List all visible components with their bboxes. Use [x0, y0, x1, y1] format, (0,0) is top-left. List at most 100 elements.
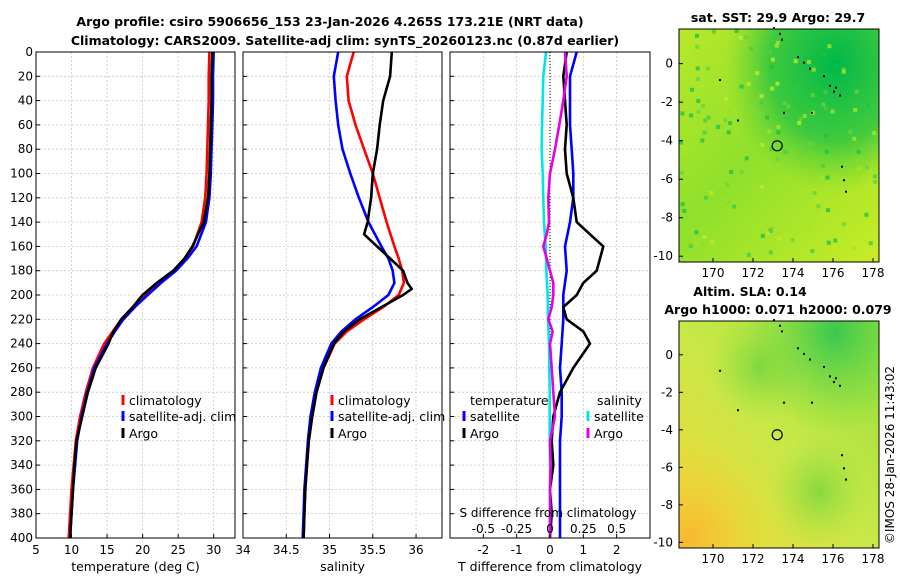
sst-pixel	[821, 102, 826, 107]
map-x-tick-label: 172	[742, 266, 765, 280]
island-dot	[841, 165, 843, 168]
island-dot	[835, 377, 837, 380]
map-x-tick-label: 178	[862, 552, 885, 566]
sst-pixel	[830, 109, 835, 114]
sst-pixel	[807, 46, 812, 51]
y-tick-label: 60	[18, 118, 33, 132]
series-line-argo	[68, 51, 214, 539]
sst-pixel	[823, 106, 828, 111]
sst-pixel	[852, 246, 857, 251]
sst-pixel	[732, 204, 736, 209]
s-difference-label: S difference from climatology	[460, 506, 637, 520]
map-y-tick-label: -6	[661, 172, 673, 186]
map-x-tick-label: 172	[742, 552, 765, 566]
sst-pixel	[695, 66, 700, 71]
sst-pixel	[702, 234, 707, 239]
y-tick-label: 240	[10, 337, 33, 351]
sst-pixel	[755, 71, 760, 76]
island-dot	[839, 384, 841, 387]
island-dot	[719, 369, 721, 372]
sst-pixel	[799, 152, 804, 157]
y-tick-label: 80	[18, 142, 33, 156]
series-line-argo	[302, 51, 414, 539]
sst-pixel	[760, 233, 765, 238]
sst-pixel	[866, 103, 871, 108]
y-tick-label: 20	[18, 69, 33, 83]
y-tick-label: 140	[10, 215, 33, 229]
x-tick-label: 35	[322, 543, 337, 557]
y-tick-label: 260	[10, 361, 33, 375]
sst-pixel	[739, 170, 744, 174]
sst-pixel	[775, 157, 780, 162]
s-diff-tick-label: 0.5	[607, 522, 626, 536]
x-tick-label: 36	[408, 543, 423, 557]
sst-pixel	[739, 84, 744, 89]
map-x-tick-label: 178	[862, 266, 885, 280]
sst-pixel	[816, 204, 821, 209]
y-tick-label: 320	[10, 434, 33, 448]
sst-pixel	[802, 113, 807, 118]
y-tick-label: 220	[10, 312, 33, 326]
sst-pixel	[680, 202, 685, 207]
y-tick-label: 0	[25, 45, 33, 59]
sst-pixel	[694, 241, 699, 246]
x-tick-label: 10	[64, 543, 79, 557]
island-dot	[737, 409, 739, 412]
sst-pixel	[826, 208, 831, 213]
map-y-tick-label: -4	[661, 423, 673, 437]
legend-label-climatology: climatology	[338, 393, 411, 408]
island-dot	[839, 94, 841, 97]
sst-pixel	[868, 241, 873, 246]
sst-pixel	[821, 52, 826, 57]
island-dot	[797, 347, 799, 350]
difference-legend: temperature salinity satellite Argo sate…	[462, 393, 644, 441]
sst-pixel	[841, 222, 846, 227]
s-diff-tick-label: 0	[546, 522, 554, 536]
x-tick-label: -2	[477, 543, 489, 557]
sst-pixel	[833, 238, 838, 243]
x-tick-label: 34.5	[273, 543, 300, 557]
sst-pixel	[810, 93, 815, 98]
y-tick-label: 280	[10, 385, 33, 399]
island-dot	[823, 75, 825, 78]
sst-pixel	[726, 130, 731, 135]
sst-pixel	[759, 94, 764, 99]
sst-pixel	[749, 46, 754, 51]
sla-map: Altim. SLA: 0.14 Argo h1000: 0.071 h2000…	[653, 284, 891, 566]
island-dot	[823, 366, 825, 369]
y-tick-label: 360	[10, 482, 33, 496]
sst-pixel	[775, 81, 780, 86]
map-y-tick-label: -8	[661, 211, 673, 225]
sst-map: sat. SST: 29.9 Argo: 29.7 170 172 174 176 17…	[653, 10, 884, 280]
difference-axes: -2 -1 0 1 2 T difference from climatology	[449, 51, 651, 574]
sst-pixel	[812, 191, 817, 195]
sst-pixel	[807, 60, 811, 65]
map-y-tick-label: 0	[665, 348, 673, 362]
x-axis-label: salinity	[320, 559, 365, 574]
map-y-tick-label: 0	[665, 57, 673, 71]
island-dot	[843, 179, 845, 182]
sst-pixel	[747, 252, 751, 257]
sst-pixel	[825, 175, 830, 180]
sst-pixel	[788, 140, 793, 145]
island-dot	[835, 86, 837, 89]
sst-pixel	[790, 238, 795, 243]
temperature-legend: climatology satellite-adj. clim Argo	[121, 393, 236, 441]
sst-pixel	[776, 130, 781, 135]
sst-pixel	[864, 212, 869, 217]
sst-pixel	[793, 59, 798, 64]
sst-pixel	[811, 67, 816, 72]
sst-pixel	[826, 240, 831, 245]
island-dot	[811, 111, 813, 114]
sst-pixel	[770, 57, 775, 62]
sst-pixel	[703, 118, 708, 123]
sst-pixel	[707, 62, 712, 67]
sst-pixel	[759, 184, 764, 189]
sst-pixel	[827, 44, 832, 49]
map-y-tick-label: -6	[661, 460, 673, 474]
x-axis-label: T difference from climatology	[457, 559, 643, 574]
map-x-tick-label: 176	[822, 266, 845, 280]
sst-pixel	[726, 40, 731, 45]
title-line-1: Argo profile: csiro 5906656_153 23-Jan-2…	[76, 14, 583, 30]
sst-pixel	[801, 48, 806, 53]
